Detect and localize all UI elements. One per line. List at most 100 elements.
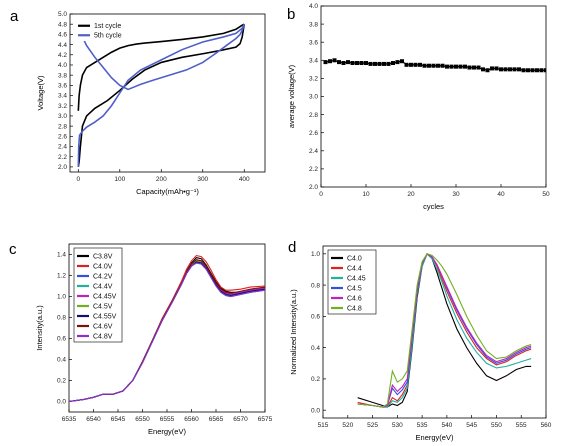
data-point: [332, 58, 337, 63]
x-tick-label: 10: [362, 191, 370, 198]
data-point: [485, 68, 490, 73]
data-point: [490, 66, 494, 71]
y-tick-label: 3.2: [58, 103, 67, 110]
y-tick-label: 4.8: [58, 21, 67, 28]
legend-box: [75, 18, 137, 41]
data-point: [341, 61, 346, 66]
y-tick-label: 1.2: [57, 273, 66, 280]
y-tick-label: 0.8: [57, 315, 66, 322]
series-line: [357, 253, 532, 408]
data-point: [458, 64, 463, 69]
x-tick-label: 6555: [160, 416, 175, 423]
series-line: [357, 253, 532, 408]
series-line: [77, 23, 245, 111]
y-tick-label: 4.0: [309, 3, 318, 10]
y-tick-label: 3.0: [58, 113, 67, 120]
x-tick-label: 6535: [62, 416, 77, 423]
y-tick-label: 4.6: [58, 32, 67, 39]
y-tick-label: 1.0: [57, 294, 66, 301]
legend-label: C4.4: [347, 265, 362, 272]
data-point: [512, 67, 517, 72]
y-tick-label: 1.4: [57, 252, 66, 259]
data-point: [346, 60, 350, 65]
x-tick-label: 100: [114, 176, 125, 183]
data-point: [517, 67, 521, 72]
y-tick-label: 2.6: [309, 130, 318, 137]
y-tick-label: 3.6: [309, 39, 318, 46]
panel-d: d 515 520 525 530 535 540 545 550 555 560 0.0 0.2 0.4…: [288, 239, 552, 442]
data-point: [472, 65, 476, 70]
series-line: [357, 252, 532, 408]
data-point: [364, 61, 368, 66]
legend-label: C4.55V: [93, 313, 117, 320]
y-tick-label: 3.8: [58, 72, 67, 79]
series-line: [357, 253, 532, 408]
y-tick-label: 0.2: [311, 376, 320, 383]
data-point: [481, 67, 485, 72]
legend-label: C4.2V: [93, 273, 113, 280]
legend-label: C4.4V: [93, 283, 113, 290]
data-point: [404, 62, 409, 67]
legend-label: 1st cycle: [94, 23, 121, 30]
plot-frame: [320, 5, 547, 188]
data-point: [422, 63, 427, 68]
y-tick-label: 2.2: [309, 166, 318, 173]
x-tick-label: 545: [466, 422, 477, 429]
series-line: [357, 252, 532, 408]
series-5th-cycle: [77, 23, 246, 167]
x-tick-label: 6570: [233, 416, 248, 423]
y-tick-label: 1.0: [311, 251, 320, 258]
series-c4-8v: [69, 262, 265, 403]
data-point: [539, 68, 544, 73]
x-tick-label: 40: [497, 191, 505, 198]
x-tick-label: 300: [197, 176, 208, 183]
x-tick-label: 535: [417, 422, 428, 429]
y-tick-label: 2.8: [58, 123, 67, 130]
data-point: [463, 64, 467, 69]
legend-label: C4.5V: [93, 303, 113, 310]
data-point: [454, 64, 458, 69]
x-axis-label: cycles: [423, 202, 444, 211]
panel-a: a 0 100 200 300 400 2.0 2.2 2.4 2.6 2.8 3.0 3.2 3.4 3.…: [10, 8, 266, 196]
y-tick-label: 2.0: [309, 184, 318, 191]
y-tick-label: 4.4: [58, 42, 67, 49]
data-point: [499, 67, 503, 72]
x-tick-label: 6575: [258, 416, 273, 423]
y-tick-label: 0.6: [57, 336, 66, 343]
legend-label: C4.5: [347, 285, 362, 292]
legend-label: C4.45: [347, 275, 366, 282]
legend-label: 5th cycle: [94, 33, 122, 40]
data-point: [467, 65, 472, 70]
legend-label: C4.0: [347, 255, 362, 262]
y-tick-label: 2.4: [58, 144, 67, 151]
x-tick-label: 0: [319, 191, 323, 198]
series-c4-5: [357, 253, 532, 408]
panel-b: b 0 10 20 30 40 50 2.0 2.2 2.4 2.6 2.8 3.0 3.2 3.4 3.6 3…: [287, 3, 550, 211]
data-point: [391, 61, 395, 66]
x-tick-label: 6565: [209, 416, 224, 423]
data-point: [355, 61, 359, 66]
y-tick-label: 3.0: [309, 94, 318, 101]
y-tick-label: 0.6: [311, 314, 320, 321]
series-1st-cycle: [77, 23, 246, 168]
y-tick-label: 2.4: [309, 148, 318, 155]
panel-label: b: [287, 6, 295, 23]
series-c4-0: [357, 252, 532, 408]
series-line: [77, 24, 246, 168]
x-tick-label: 50: [542, 191, 550, 198]
x-tick-label: 0: [76, 176, 80, 183]
series-0: [323, 58, 546, 73]
legend-label: C4.6: [347, 295, 362, 302]
x-tick-label: 530: [392, 422, 403, 429]
data-point: [400, 59, 404, 64]
y-axis-label: Voltage(V): [36, 75, 45, 111]
y-axis-label: Normalized Intensity(a.u.): [289, 289, 298, 375]
legend-label: C4.8: [347, 305, 362, 312]
y-tick-label: 0.0: [311, 407, 320, 414]
y-tick-label: 2.0: [58, 164, 67, 171]
y-tick-label: 0.8: [311, 282, 320, 289]
data-point: [445, 64, 449, 69]
y-tick-label: 0.2: [57, 378, 66, 385]
y-tick-label: 2.8: [309, 112, 318, 119]
